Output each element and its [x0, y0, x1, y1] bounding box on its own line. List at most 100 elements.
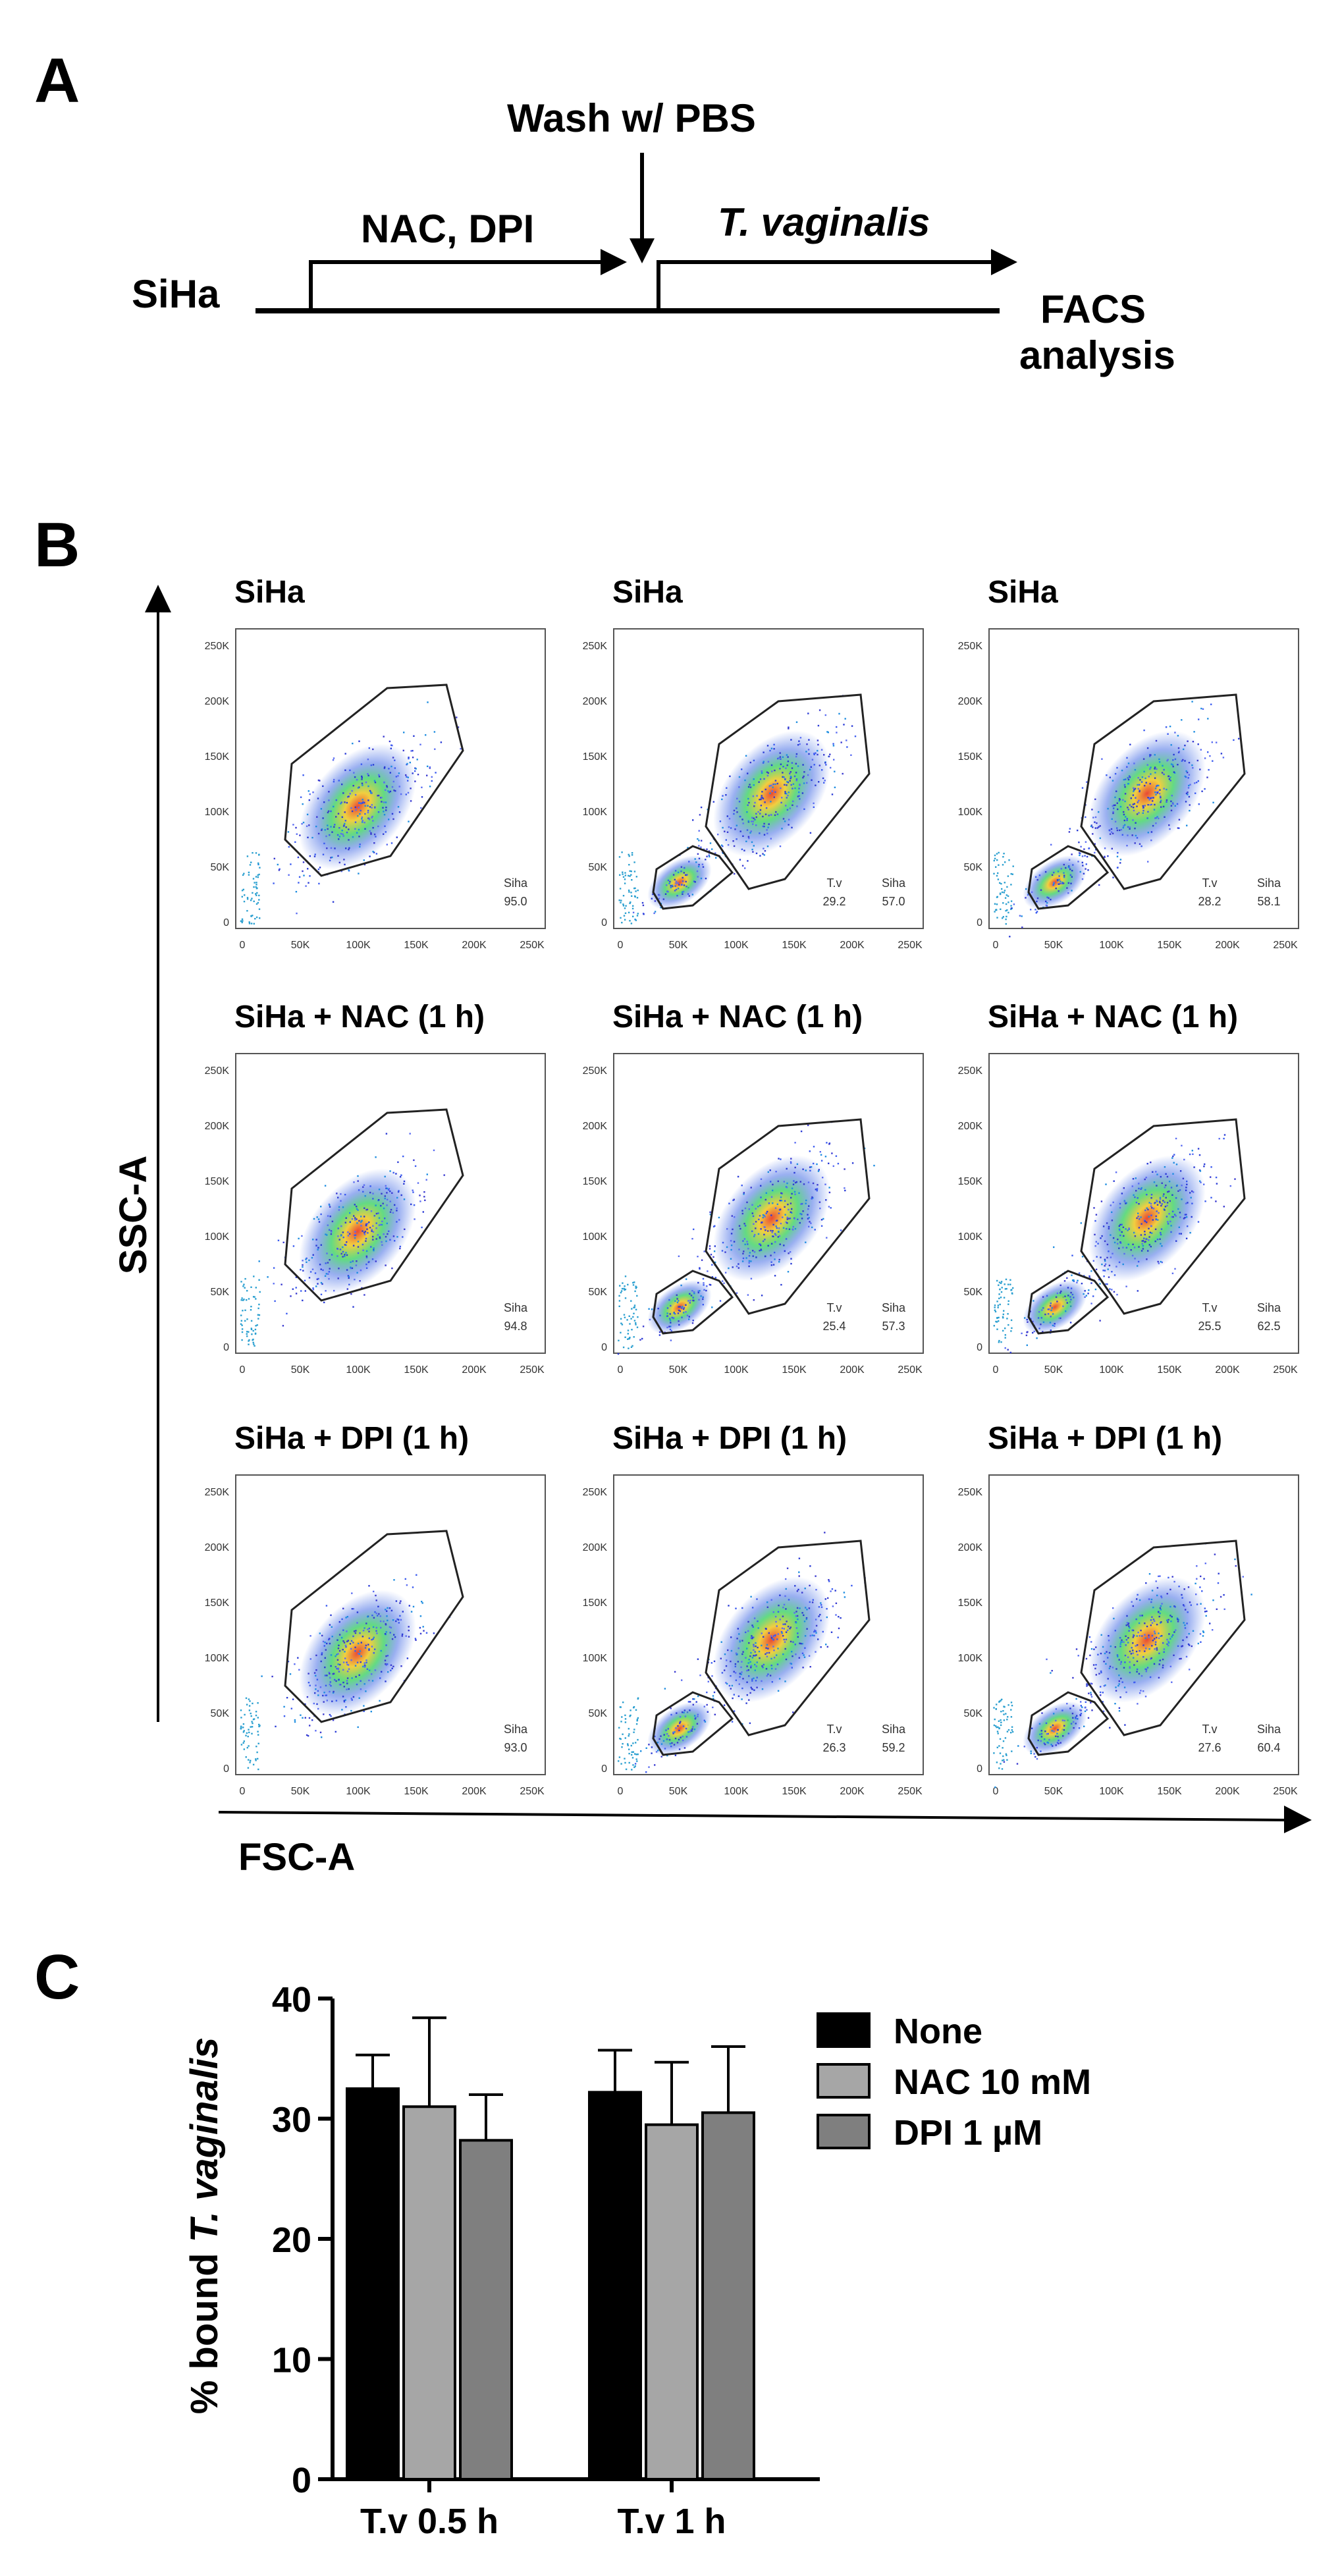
event-dot	[367, 811, 369, 814]
debris-dot	[618, 1295, 620, 1297]
event-dot	[1166, 801, 1168, 803]
tv-event-dot	[658, 894, 660, 896]
event-dot	[1110, 828, 1113, 830]
tv-event-dot	[1080, 1713, 1083, 1715]
event-dot	[286, 1697, 288, 1699]
event-dot	[371, 1230, 373, 1232]
debris-dot	[634, 1765, 636, 1767]
tv-event-dot	[641, 901, 644, 904]
event-dot	[1185, 801, 1187, 803]
event-dot	[1108, 1225, 1110, 1228]
event-dot	[377, 1212, 379, 1214]
y-axis-arrowhead	[145, 585, 171, 612]
debris-dot	[999, 882, 1001, 884]
debris-dot	[624, 1288, 627, 1291]
event-dot	[385, 1609, 387, 1611]
event-dot	[302, 803, 304, 805]
debris-dot	[252, 1296, 255, 1298]
siha-gate-name: Siha	[882, 1301, 906, 1314]
event-dot	[751, 1607, 754, 1609]
event-dot	[1141, 1240, 1143, 1242]
legend-label: DPI 1 µM	[894, 2113, 1042, 2153]
event-dot	[329, 1638, 331, 1640]
event-dot	[1138, 812, 1140, 814]
event-dot	[699, 1675, 701, 1677]
event-dot	[1114, 1274, 1116, 1276]
event-dot	[368, 1637, 370, 1640]
event-dot	[1095, 1664, 1097, 1666]
x-tick-label: 0	[993, 940, 999, 951]
event-dot	[1161, 1261, 1163, 1264]
event-dot	[369, 790, 371, 792]
event-dot	[1137, 784, 1139, 786]
tv-event-dot	[1079, 1709, 1081, 1711]
event-dot	[789, 1628, 791, 1630]
debris-dot	[1000, 1719, 1002, 1721]
tv-event-dot	[671, 1742, 673, 1744]
event-dot	[789, 772, 791, 774]
event-dot	[383, 833, 385, 835]
tv-event-dot	[685, 880, 687, 883]
tv-event-dot	[1060, 880, 1061, 882]
tv-event-dot	[698, 863, 700, 866]
event-dot	[1185, 1609, 1187, 1611]
event-dot	[1125, 1228, 1127, 1230]
event-dot	[1108, 1227, 1110, 1230]
debris-dot	[252, 1338, 254, 1341]
siha-gate-value: 58.1	[1257, 895, 1280, 908]
event-dot	[782, 1623, 784, 1625]
event-dot	[765, 1668, 768, 1670]
event-dot	[367, 774, 369, 776]
tv-event-dot	[680, 866, 683, 868]
event-dot	[363, 1216, 365, 1218]
event-dot	[302, 1717, 304, 1719]
event-dot	[751, 1688, 753, 1690]
event-dot	[801, 1652, 804, 1654]
event-dot	[753, 784, 755, 786]
event-dot	[348, 847, 350, 849]
tv-event-dot	[665, 1729, 667, 1731]
event-dot	[378, 1217, 381, 1219]
event-dot	[817, 724, 820, 727]
event-dot	[398, 786, 400, 788]
debris-dot	[635, 1742, 637, 1744]
event-dot	[738, 786, 740, 788]
event-dot	[433, 1149, 435, 1152]
event-dot	[300, 1269, 302, 1271]
event-dot	[1112, 1607, 1114, 1609]
event-dot	[1145, 1658, 1148, 1661]
tv-event-dot	[1056, 1742, 1059, 1744]
tv-event-dot	[1072, 1721, 1075, 1723]
event-dot	[317, 1690, 319, 1692]
event-dot	[1150, 1205, 1152, 1207]
event-dot	[1161, 1182, 1163, 1184]
event-dot	[400, 1665, 402, 1667]
event-dot	[306, 1257, 308, 1260]
event-dot	[257, 863, 259, 866]
event-dot	[763, 1663, 765, 1666]
y-tick-label: 200K	[583, 696, 608, 707]
event-dot	[273, 857, 275, 860]
debris-dot	[1009, 1283, 1011, 1285]
event-dot	[1184, 775, 1186, 778]
debris-dot	[249, 1761, 251, 1763]
debris-dot	[998, 1720, 1000, 1722]
debris-dot	[248, 871, 250, 874]
tv-event-dot	[678, 1320, 680, 1322]
tv-event-dot	[682, 1735, 684, 1738]
tv-event-dot	[1084, 1290, 1086, 1292]
tv-event-dot	[1009, 1351, 1011, 1354]
tv-event-dot	[690, 1295, 693, 1297]
event-dot	[345, 1252, 347, 1254]
event-dot	[708, 854, 710, 856]
tv-event-dot	[674, 1300, 676, 1302]
event-dot	[794, 1142, 796, 1144]
event-dot	[753, 759, 755, 762]
event-dot	[1125, 1644, 1127, 1646]
event-dot	[1102, 1692, 1104, 1694]
tv-event-dot	[1056, 1292, 1059, 1295]
tv-event-dot	[658, 898, 660, 899]
tv-event-dot	[1046, 896, 1048, 898]
event-dot	[1088, 1277, 1091, 1279]
event-dot	[754, 1234, 756, 1236]
